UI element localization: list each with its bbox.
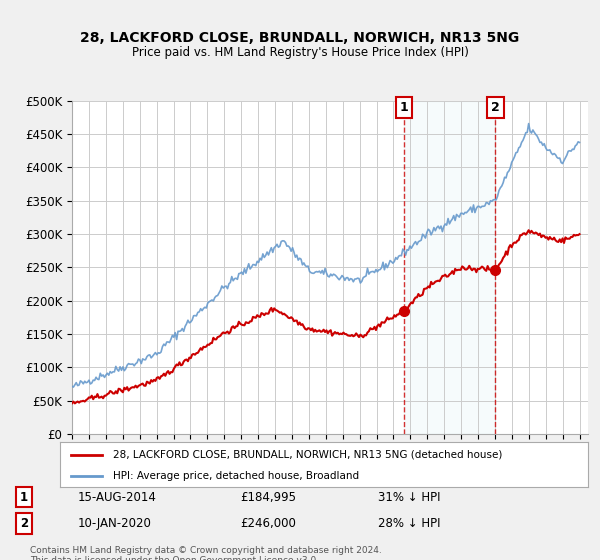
Text: 28, LACKFORD CLOSE, BRUNDALL, NORWICH, NR13 5NG: 28, LACKFORD CLOSE, BRUNDALL, NORWICH, N… bbox=[80, 31, 520, 45]
Text: 31% ↓ HPI: 31% ↓ HPI bbox=[378, 491, 440, 504]
Text: 1: 1 bbox=[400, 101, 409, 114]
Text: 2: 2 bbox=[491, 101, 500, 114]
Text: £246,000: £246,000 bbox=[240, 517, 296, 530]
Text: 15-AUG-2014: 15-AUG-2014 bbox=[78, 491, 157, 504]
Text: 28, LACKFORD CLOSE, BRUNDALL, NORWICH, NR13 5NG (detached house): 28, LACKFORD CLOSE, BRUNDALL, NORWICH, N… bbox=[113, 450, 502, 460]
Text: 28% ↓ HPI: 28% ↓ HPI bbox=[378, 517, 440, 530]
Text: 10-JAN-2020: 10-JAN-2020 bbox=[78, 517, 152, 530]
Text: Contains HM Land Registry data © Crown copyright and database right 2024.
This d: Contains HM Land Registry data © Crown c… bbox=[30, 546, 382, 560]
Text: Price paid vs. HM Land Registry's House Price Index (HPI): Price paid vs. HM Land Registry's House … bbox=[131, 46, 469, 59]
Text: HPI: Average price, detached house, Broadland: HPI: Average price, detached house, Broa… bbox=[113, 471, 359, 481]
Text: 1: 1 bbox=[20, 491, 28, 504]
Text: £184,995: £184,995 bbox=[240, 491, 296, 504]
Text: 2: 2 bbox=[20, 517, 28, 530]
Bar bbox=[404, 101, 496, 434]
